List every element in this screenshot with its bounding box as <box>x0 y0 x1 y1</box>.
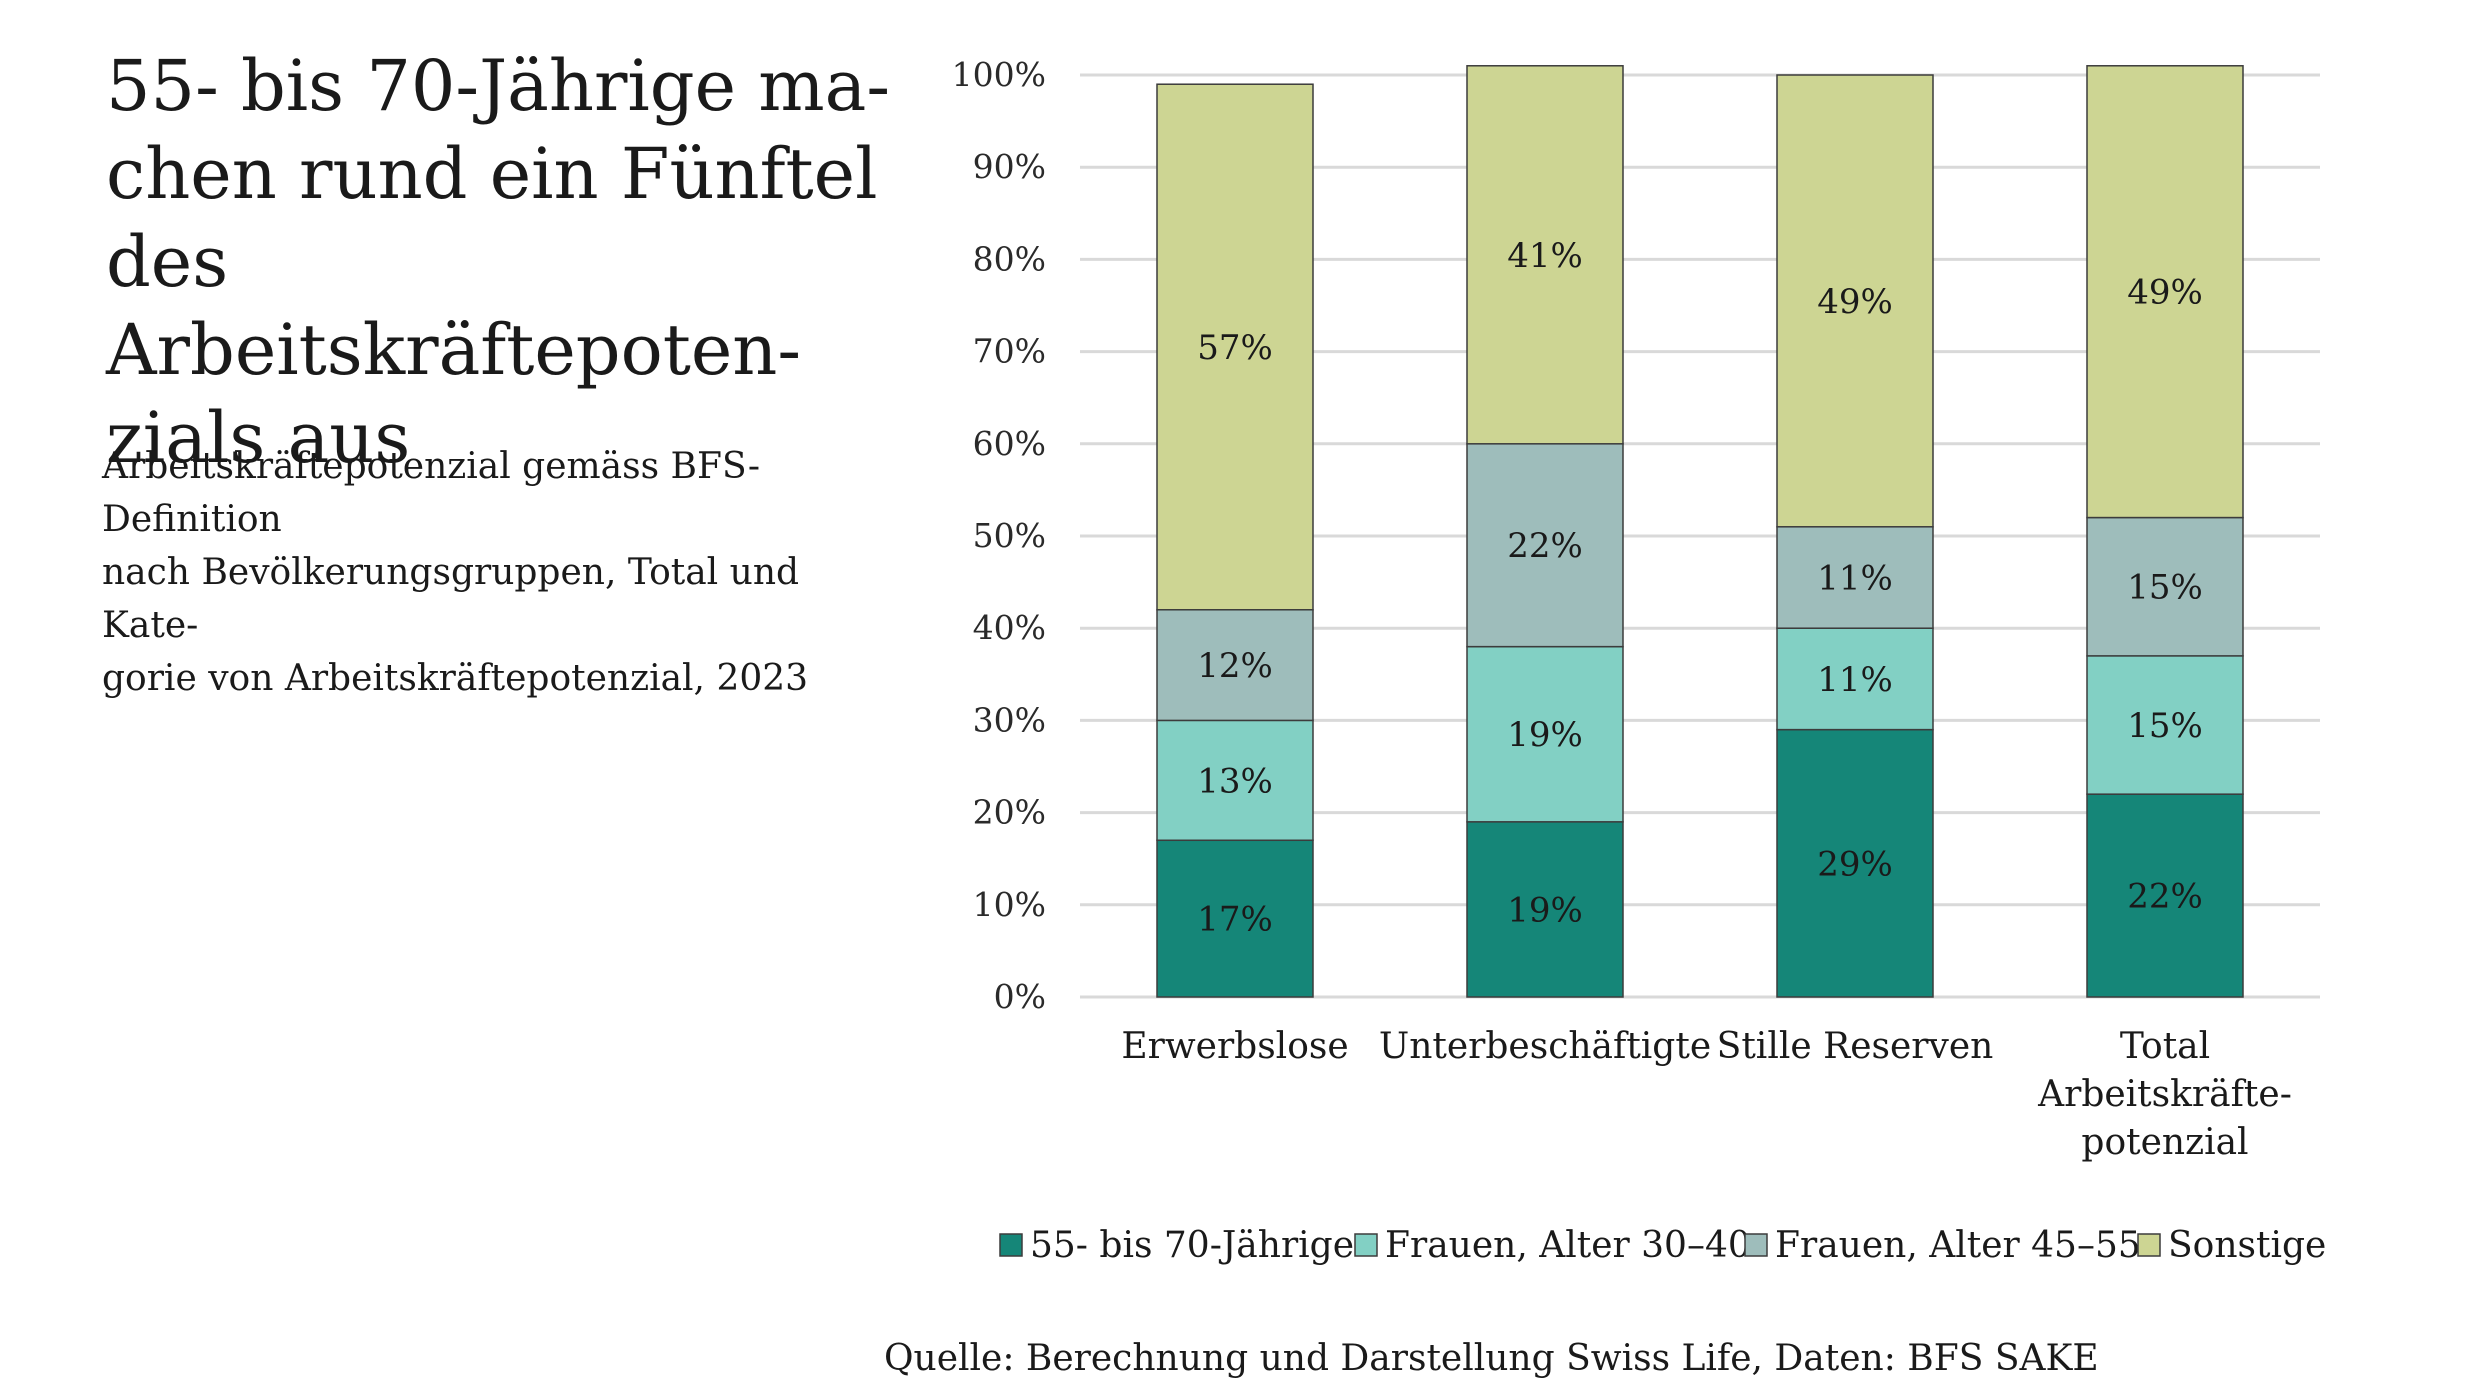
data-label: 22% <box>2127 877 2203 917</box>
legend: 55- bis 70-Jährige Frauen, Alter 30–40 Fra… <box>999 1225 2326 1266</box>
legend-swatch <box>1354 1233 1378 1257</box>
x-category-label: potenzial <box>2081 1122 2248 1163</box>
bar-segment <box>1776 74 1934 528</box>
legend-swatch <box>1744 1233 1768 1257</box>
data-labels: 17% 13% 12% 57% 19% 19% 22% 41% 29% 11% 11% 49% 22% 1… <box>1197 236 2203 940</box>
y-axis: 0% 10% 20% 30% 40% 50% 60% 70% 80% 90% 100% <box>952 55 1046 1016</box>
subtitle-line: nach Bevölkerungsgruppen, Total und Kate… <box>102 552 800 646</box>
subtitle-line: gorie von Arbeitskräftepotenzial, 2023 <box>102 658 809 699</box>
y-tick-label: 30% <box>973 700 1046 739</box>
y-tick-label: 0% <box>994 977 1046 1016</box>
y-tick-label: 50% <box>973 516 1046 555</box>
bar-segment <box>2086 793 2244 998</box>
x-category-label: Arbeitskräfte- <box>2037 1074 2292 1115</box>
y-tick-label: 60% <box>973 424 1046 463</box>
title-line: des Arbeitskräftepoten- <box>106 221 802 391</box>
y-tick-label: 80% <box>973 239 1046 278</box>
bar-segment <box>2086 655 2244 795</box>
bar-segment <box>1466 645 1624 823</box>
data-label: 11% <box>1817 660 1893 700</box>
legend-label: 55- bis 70-Jährige <box>1030 1225 1354 1266</box>
legend-label: Frauen, Alter 30–40 <box>1385 1225 1751 1266</box>
y-tick-label: 100% <box>952 55 1046 94</box>
x-category-label: Erwerbslose <box>1121 1026 1348 1067</box>
legend-swatch <box>2137 1233 2161 1257</box>
legend-swatch <box>999 1233 1023 1257</box>
bar-segment <box>1776 526 1934 629</box>
data-label: 49% <box>2127 273 2203 313</box>
legend-label: Sonstige <box>2168 1225 2326 1266</box>
y-tick-label: 20% <box>973 793 1046 832</box>
data-label: 19% <box>1507 715 1583 755</box>
data-label: 11% <box>1817 558 1893 598</box>
data-label: 41% <box>1507 236 1583 276</box>
bar-segment <box>2086 516 2244 657</box>
bar-segment <box>1466 443 1624 648</box>
x-category-label: Unterbeschäftigte <box>1379 1026 1711 1067</box>
data-label: 15% <box>2127 706 2203 746</box>
legend-label: Frauen, Alter 45–55 <box>1775 1225 2141 1266</box>
x-category-label: Stille Reserven <box>1717 1026 1994 1067</box>
chart-subtitle: Arbeitskräftepotenzial gemäss BFS-Defini… <box>102 440 892 705</box>
data-label: 13% <box>1197 761 1273 801</box>
title-line: chen rund ein Fünftel <box>106 133 878 215</box>
data-label: 49% <box>1817 282 1893 322</box>
bar-segment <box>1466 65 1624 445</box>
title-line: zials aus <box>106 397 411 479</box>
y-tick-label: 40% <box>973 608 1046 647</box>
data-label: 57% <box>1197 328 1273 368</box>
x-axis: Erwerbslose Unterbeschäftigte Stille Reser… <box>1121 1026 2292 1163</box>
data-label: 19% <box>1507 890 1583 930</box>
title-line: 55- bis 70-Jährige ma- <box>106 45 891 127</box>
data-label: 22% <box>1507 526 1583 566</box>
bar-segment <box>1156 719 1314 842</box>
source-note: Quelle: Berechnung und Darstellung Swiss… <box>884 1338 2099 1379</box>
x-category-label: Total <box>2120 1026 2210 1067</box>
bar-segment <box>1776 728 1934 998</box>
bars <box>1156 65 2244 998</box>
y-tick-label: 70% <box>973 332 1046 371</box>
data-label: 15% <box>2127 568 2203 608</box>
data-label: 29% <box>1817 844 1893 884</box>
bar-segment <box>1156 83 1314 611</box>
data-label: 17% <box>1197 900 1273 940</box>
bar-segment <box>1466 821 1624 998</box>
data-label: 12% <box>1197 646 1273 686</box>
bar-segment <box>2086 65 2244 519</box>
subtitle-line: Arbeitskräftepotenzial gemäss BFS-Defini… <box>102 446 761 540</box>
chart-title: 55- bis 70-Jährige ma-chen rund ein Fünf… <box>106 42 926 482</box>
bar-segment <box>1156 609 1314 722</box>
y-tick-label: 90% <box>973 147 1046 186</box>
bar-segment <box>1776 627 1934 731</box>
y-tick-label: 10% <box>973 885 1046 924</box>
